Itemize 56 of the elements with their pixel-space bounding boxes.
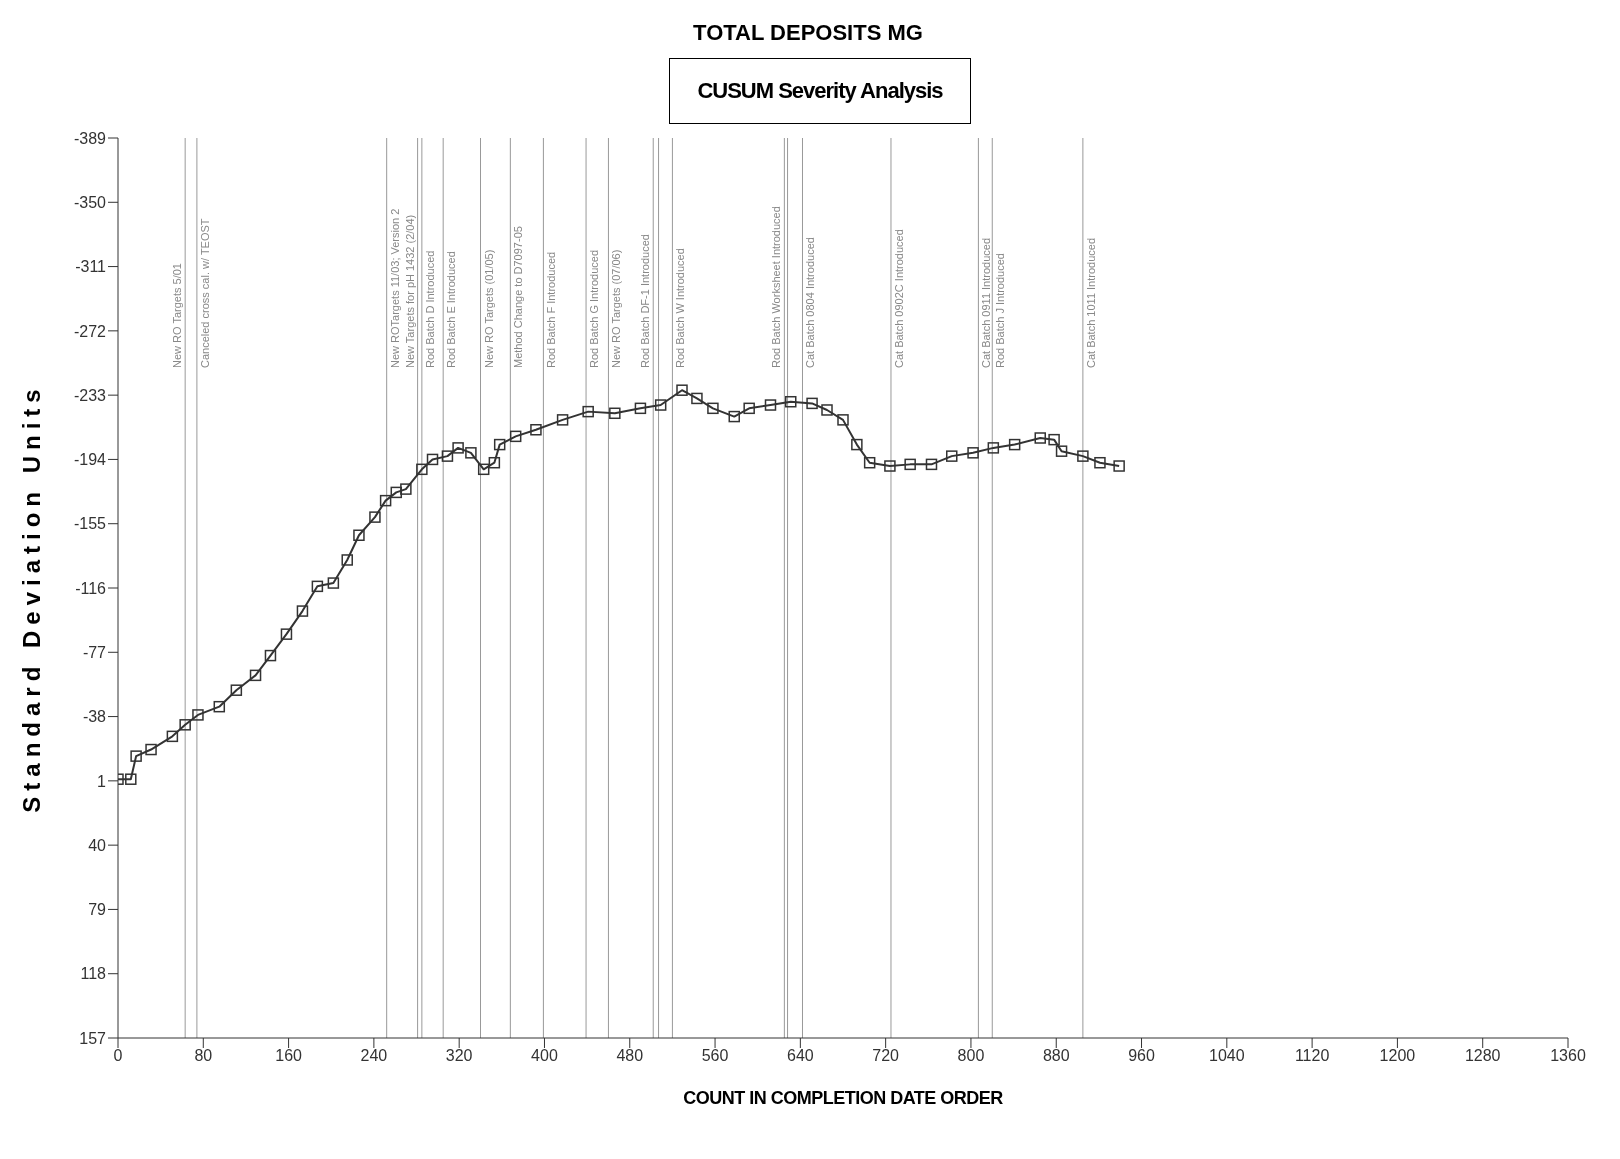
x-tick-label: 720 (872, 1047, 900, 1065)
x-tick-label: 640 (787, 1047, 814, 1065)
y-tick-label: -155 (73, 515, 107, 533)
ref-line-label: New RO Targets 5/01 (171, 263, 184, 368)
x-axis-title: COUNT IN COMPLETION DATE ORDER (682, 1088, 1004, 1109)
ref-line-label: New ROTargets 11/03; Version 2 (388, 208, 401, 368)
text-box: CUSUM Severity Analysis (669, 58, 971, 124)
ref-line-label: Rod Batch J Introduced (994, 253, 1007, 368)
y-tick-label: 1 (97, 772, 107, 790)
y-tick-label: -38 (82, 708, 107, 726)
y-tick-label: -389 (73, 129, 107, 147)
x-tick-label: 1120 (1294, 1047, 1330, 1065)
ref-line-label: Rod Batch W Introduced (674, 248, 687, 368)
y-tick-label: 118 (80, 965, 107, 983)
x-tick-label: 400 (531, 1047, 558, 1065)
chart-title: TOTAL DEPOSITS MG (692, 20, 924, 46)
x-tick-label: 80 (194, 1047, 213, 1065)
x-tick-label: 240 (360, 1047, 388, 1065)
ref-line-label: Cat Batch 1011 Introduced (1084, 237, 1097, 368)
x-tick-label: 1360 (1550, 1047, 1586, 1065)
y-tick-label: -233 (73, 386, 107, 404)
x-tick-label: 800 (957, 1047, 985, 1065)
ref-line-label: Rod Batch DF-1 Introduced (639, 234, 652, 368)
x-tick-label: 320 (445, 1047, 473, 1065)
ref-line-label: Cat Batch 0911 Introduced (980, 237, 993, 368)
y-tick-label: -350 (73, 193, 107, 211)
x-tick-label: 560 (701, 1047, 729, 1065)
ref-line-label: New RO Targets (01/05) (482, 249, 495, 368)
y-tick-label: -311 (75, 258, 107, 276)
x-tick-label: 0 (113, 1047, 123, 1065)
x-tick-label: 1280 (1464, 1047, 1501, 1065)
ref-line-label: Rod Batch F Introduced (545, 251, 558, 368)
ref-line-label: Method Change to D7097-05 (512, 226, 525, 368)
ref-line-label: Rod Batch G Introduced (588, 249, 601, 368)
ref-line-label: Cat Batch 0804 Introduced (804, 237, 817, 368)
ref-line-label: Rod Batch D Introduced (423, 250, 436, 368)
y-tick-label: -194 (73, 451, 107, 469)
y-tick-label: 79 (88, 901, 107, 919)
y-tick-label: -77 (82, 643, 107, 661)
x-tick-label: 880 (1042, 1047, 1070, 1065)
y-tick-label: 40 (88, 836, 107, 854)
y-tick-label: 157 (79, 1029, 107, 1047)
x-tick-label: 1200 (1379, 1047, 1416, 1065)
x-tick-label: 480 (616, 1047, 644, 1065)
y-axis-title: Standard Deviation Units (18, 383, 46, 813)
x-tick-label: 960 (1128, 1047, 1155, 1065)
x-tick-label: 160 (275, 1047, 303, 1065)
ref-line-label: New RO Targets (07/06) (610, 249, 623, 368)
y-tick-label: -116 (75, 579, 107, 597)
y-tick-label: -272 (73, 322, 107, 340)
ref-line-label: Canceled cross cal. w/ TEOST (198, 218, 211, 368)
ref-line-label: Rod Batch Worksheet Introduced (770, 206, 783, 368)
ref-line-label: Rod Batch E Introduced (445, 251, 458, 368)
x-tick-label: 1040 (1209, 1047, 1245, 1065)
ref-line-label: Cat Batch 0902C Introduced (892, 229, 905, 368)
ref-line-label: New Targets for pH 1432 (2/04) (403, 214, 416, 368)
